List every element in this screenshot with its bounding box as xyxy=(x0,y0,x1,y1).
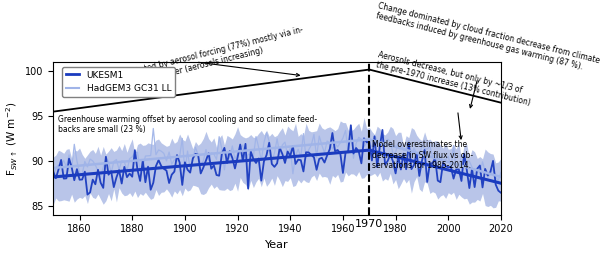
Text: Aerosols decrease, but only by ~1/3 of
the pre-1970 increase (13% contribution): Aerosols decrease, but only by ~1/3 of t… xyxy=(374,50,533,139)
X-axis label: Year: Year xyxy=(265,240,289,250)
Text: Change dominated by aerosol forcing (77%) mostly via in-
crease in droplet numbe: Change dominated by aerosol forcing (77%… xyxy=(85,25,307,98)
Text: Model overestimates the
decrease in SW flux vs ob-
servations for 1985-2014.: Model overestimates the decrease in SW f… xyxy=(372,140,473,170)
Text: Greenhouse warming offset by aerosol cooling and so climate feed-
backs are smal: Greenhouse warming offset by aerosol coo… xyxy=(58,115,317,134)
Y-axis label: F$_{SW\uparrow}$ (W m$^{-2}$): F$_{SW\uparrow}$ (W m$^{-2}$) xyxy=(4,101,20,176)
Legend: UKESM1, HadGEM3 GC31 LL: UKESM1, HadGEM3 GC31 LL xyxy=(62,67,175,97)
Text: Change dominated by cloud fraction decrease from climate
feedbacks induced by gr: Change dominated by cloud fraction decre… xyxy=(374,1,600,108)
Text: 1970: 1970 xyxy=(355,219,383,229)
